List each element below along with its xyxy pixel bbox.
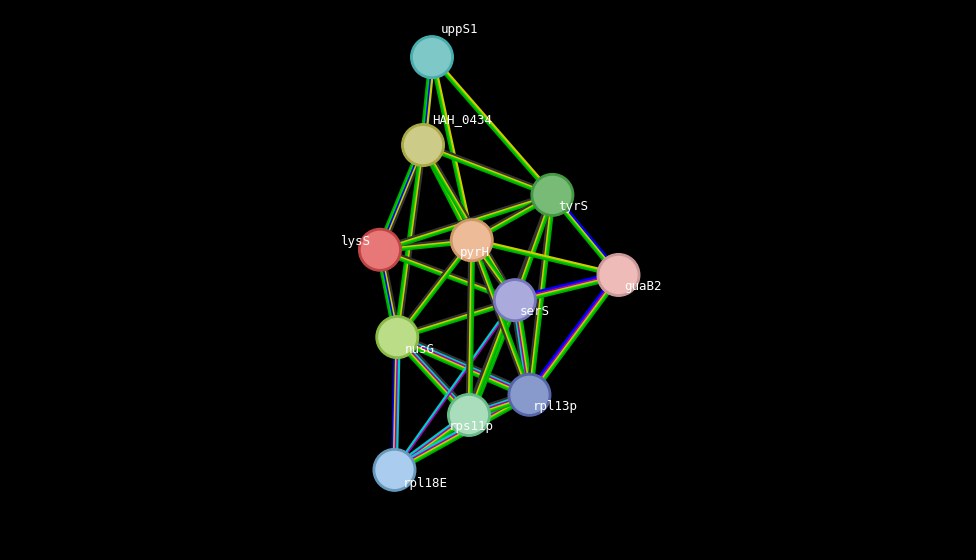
Circle shape bbox=[373, 449, 416, 491]
Circle shape bbox=[451, 219, 493, 262]
Circle shape bbox=[600, 256, 637, 293]
Circle shape bbox=[497, 282, 533, 319]
Text: tyrS: tyrS bbox=[558, 200, 588, 213]
Circle shape bbox=[358, 228, 401, 271]
Circle shape bbox=[379, 319, 416, 356]
Circle shape bbox=[411, 36, 453, 78]
Text: rps11p: rps11p bbox=[449, 420, 494, 433]
Circle shape bbox=[597, 254, 639, 296]
Circle shape bbox=[405, 127, 441, 164]
Circle shape bbox=[376, 451, 413, 488]
Circle shape bbox=[534, 176, 571, 213]
Text: guaB2: guaB2 bbox=[624, 281, 662, 293]
Text: serS: serS bbox=[519, 305, 549, 318]
Text: uppS1: uppS1 bbox=[440, 24, 478, 36]
Circle shape bbox=[448, 394, 490, 436]
Text: pyrH: pyrH bbox=[460, 246, 490, 259]
Circle shape bbox=[376, 316, 419, 358]
Circle shape bbox=[453, 222, 490, 259]
Circle shape bbox=[414, 39, 451, 76]
Text: rpl18E: rpl18E bbox=[403, 477, 448, 490]
Circle shape bbox=[508, 374, 550, 416]
Circle shape bbox=[361, 231, 398, 268]
Circle shape bbox=[511, 376, 548, 413]
Text: lysS: lysS bbox=[340, 235, 370, 248]
Text: HAH_0434: HAH_0434 bbox=[432, 113, 492, 126]
Circle shape bbox=[402, 124, 444, 166]
Text: rpl13p: rpl13p bbox=[533, 400, 578, 413]
Circle shape bbox=[531, 174, 574, 216]
Text: nusG: nusG bbox=[405, 343, 435, 356]
Circle shape bbox=[451, 396, 487, 433]
Circle shape bbox=[494, 279, 536, 321]
